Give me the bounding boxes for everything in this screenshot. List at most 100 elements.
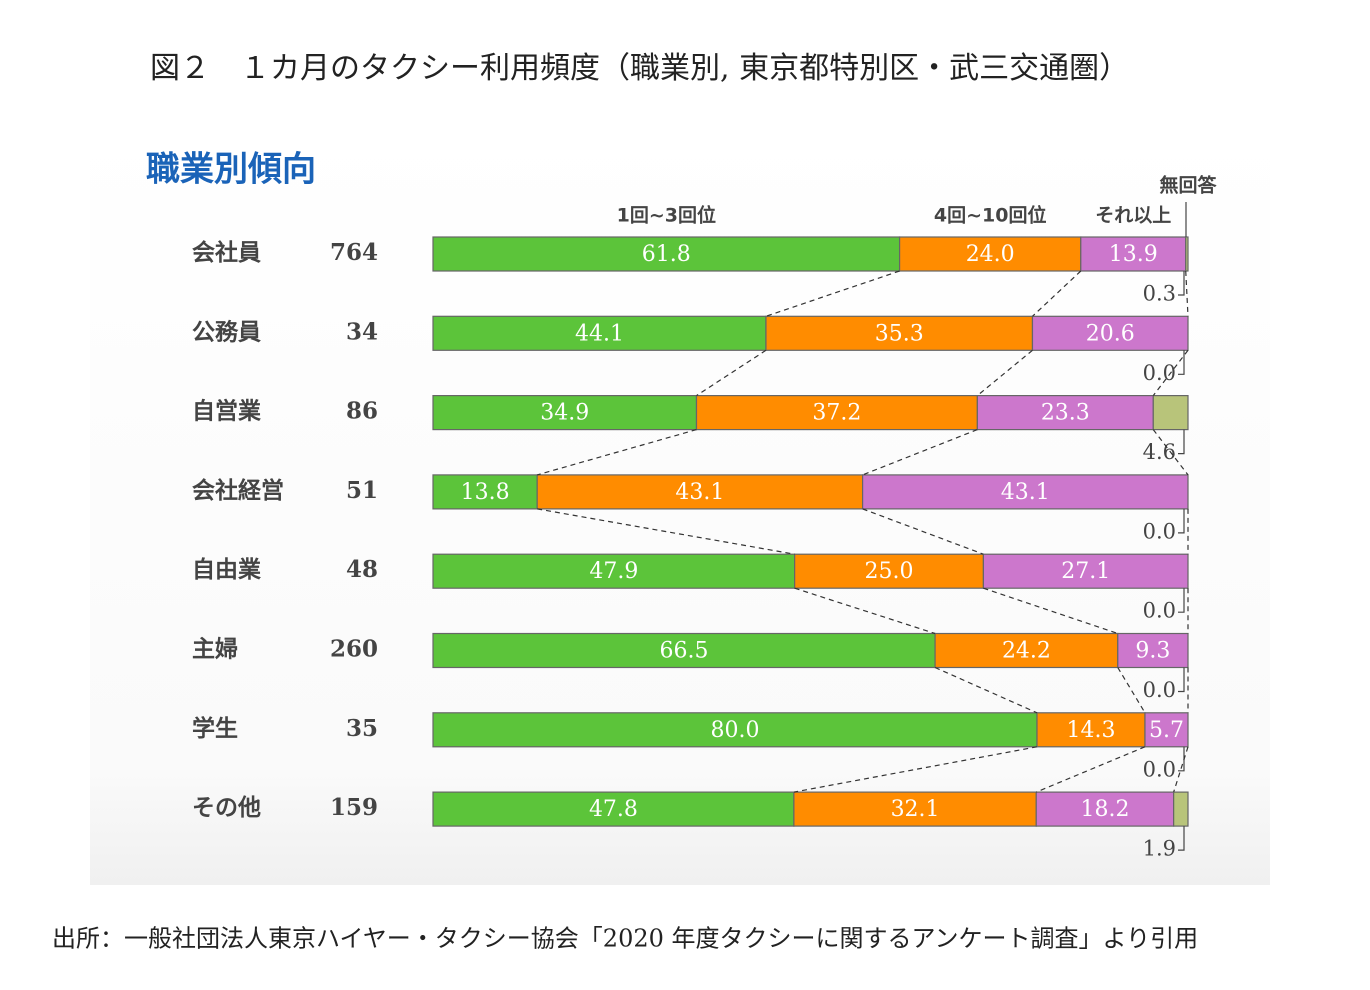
connector-line [1173,746,1189,793]
category-label: その他 [192,794,261,821]
bar-segment [432,315,767,351]
value-label: 18.2 [1080,797,1129,822]
count-label: 764 [330,239,378,266]
value-label: 0.3 [1143,282,1176,306]
connector-line [1152,429,1189,476]
connector-line [537,429,697,476]
leader-line [1178,350,1185,375]
value-label: 23.3 [1041,401,1090,426]
value-label: 14.3 [1066,718,1115,743]
bar-segment [1152,395,1189,431]
connector-line [862,508,984,555]
leader-line [1178,826,1185,851]
bar-segment [794,553,984,589]
value-label: 1.9 [1143,837,1176,861]
bar-segment [793,791,1037,827]
value-label: 24.2 [1002,639,1051,664]
leader-line [1178,588,1185,613]
bar-segment [432,236,901,272]
leader-line [1178,667,1185,693]
category-label: 公務員 [192,318,261,345]
bar-segment [432,395,698,431]
bar-segment [1031,315,1189,351]
bar-segment [1036,712,1146,748]
value-label: 13.8 [461,480,510,505]
connector-line [1036,746,1146,793]
count-label: 51 [346,477,378,504]
value-label: 0.0 [1143,599,1176,623]
value-label: 35.3 [875,321,924,346]
value-label: 0.0 [1143,519,1176,543]
value-label: 80.0 [711,718,760,743]
category-label: 会社経営 [192,477,284,504]
value-label: 61.8 [642,242,691,267]
value-label: 37.2 [812,401,861,426]
bar-segment [861,474,1189,510]
value-label: 32.1 [891,797,940,822]
series-label: 4回~10回位 [934,204,1047,227]
connector-line [537,508,795,555]
bar-segment [695,395,978,431]
bar-segment [1035,791,1175,827]
value-label: 47.9 [589,559,638,584]
chart-subtitle: 職業別傾向 [146,150,316,190]
count-label: 86 [346,398,378,425]
source-note: 出所：一般社団法人東京ハイヤー・タクシー協会「2020 年度タクシーに関するアン… [52,925,1198,953]
value-label: 9.3 [1135,639,1170,664]
value-label: 27.1 [1061,559,1110,584]
category-label: 主婦 [192,636,238,663]
category-label: 自営業 [192,398,262,425]
category-label: 学生 [192,715,238,742]
connector-line [983,587,1118,635]
leader-line [1178,746,1185,772]
bar-segment [432,712,1038,748]
count-label: 48 [346,556,378,583]
value-label: 43.1 [1001,480,1050,505]
leader-line [1178,429,1185,455]
connector-line [1152,349,1189,396]
bar-segment [432,791,795,827]
bar-segment [1173,791,1189,827]
value-label: 25.0 [865,559,914,584]
series-label: 1回~3回位 [617,204,716,227]
count-label: 34 [346,318,378,345]
bar-segment [1117,632,1189,669]
bar-segment [536,474,864,510]
series-label: それ以上 [1095,205,1171,227]
category-label: 自由業 [192,556,262,583]
leader-line [1178,271,1185,296]
bar-segment [432,632,936,669]
connector-line [862,429,978,476]
value-label: 34.9 [540,401,589,426]
connector-line [1185,270,1189,317]
bar-segment [898,236,1082,272]
figure-title: 図２ １カ月のタクシー利用頻度（職業別, 東京都特別区・武三交通圏） [150,51,1129,86]
value-label: 5.7 [1149,718,1184,743]
value-label: 47.8 [589,797,638,822]
value-label: 66.5 [660,639,709,664]
connector-line [794,587,936,635]
bar-segment [432,474,538,510]
value-label: 24.0 [966,242,1015,267]
connector-line [696,349,767,397]
value-label: 44.1 [575,321,624,346]
connector-line [1032,270,1082,317]
bar-segment [1144,712,1189,748]
bar-segment [1185,236,1189,272]
count-label: 260 [330,636,378,663]
connector-line [976,349,1033,397]
value-label: 13.9 [1109,242,1158,267]
bar-segment [982,553,1189,589]
bar-segment [976,395,1154,431]
connector-line [765,270,900,317]
count-label: 35 [346,715,378,742]
leader-line [1178,508,1185,534]
value-label: 43.1 [675,480,724,505]
value-label: 0.0 [1143,678,1176,702]
value-label: 0.0 [1143,757,1176,781]
category-label: 会社員 [192,239,261,266]
connector-line [934,666,1038,714]
bar-segment [1080,236,1187,272]
value-label: 20.6 [1086,321,1135,346]
